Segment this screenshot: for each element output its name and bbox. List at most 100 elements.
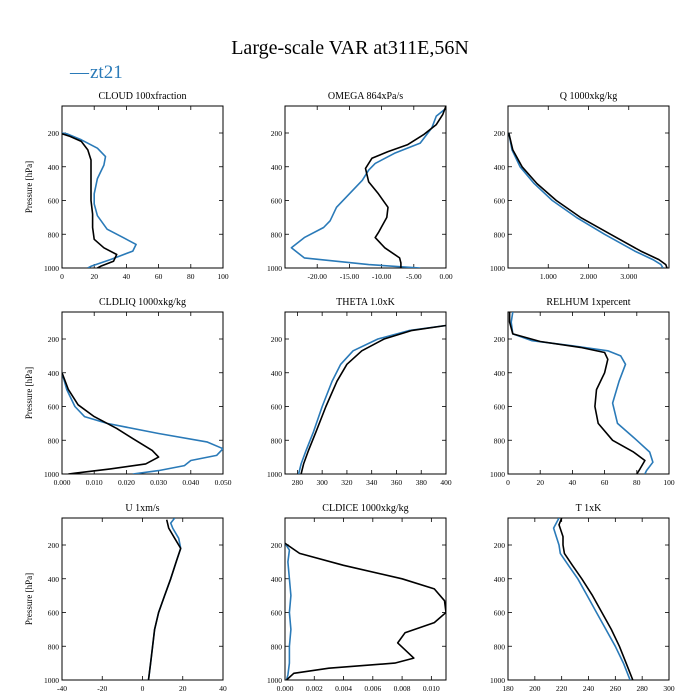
plot-frame — [61, 311, 224, 475]
x-tick-label: 0 — [506, 478, 510, 487]
y-tick-label: 600 — [494, 197, 506, 206]
y-tick-label: 800 — [271, 642, 283, 651]
series-line-2 — [364, 106, 446, 268]
x-tick-label: 2.000 — [580, 272, 597, 281]
x-tick-label: 200 — [529, 684, 541, 693]
y-tick-label: 200 — [494, 541, 506, 550]
panel-title: CLOUD 100xfraction — [98, 91, 186, 102]
y-tick-label: 200 — [48, 541, 60, 550]
x-tick-label: 1.000 — [540, 272, 557, 281]
y-tick-label: 800 — [271, 436, 283, 445]
x-tick-label: -15.00 — [340, 272, 360, 281]
series-line-zt21 — [62, 132, 137, 268]
x-tick-label: 0.010 — [423, 684, 440, 693]
chart-panel-1: CLOUD 100xfraction Pressure [hPa] 200 40 0 60… — [24, 91, 229, 281]
panel-title: RELHUM 1xpercent — [546, 297, 630, 308]
panel-title: THETA 1.0xK — [336, 297, 395, 308]
y-tick-label: 800 — [48, 642, 60, 651]
y-tick-label: 400 — [48, 575, 60, 584]
series-line-2 — [147, 519, 182, 680]
x-tick-label: -20 — [97, 684, 107, 693]
y-axis-label: Pressure [hPa] — [24, 161, 34, 213]
x-tick-label: 20 — [536, 478, 544, 487]
x-tick-label: 0.000 — [54, 478, 71, 487]
plot-frame — [61, 517, 224, 681]
x-tick-label: 380 — [416, 478, 428, 487]
plot-frame — [507, 311, 670, 475]
y-tick-label: 600 — [48, 403, 60, 412]
x-tick-label: 20 — [179, 684, 187, 693]
y-tick-label: 200 — [48, 129, 60, 138]
y-tick-label: 600 — [271, 197, 283, 206]
x-tick-label: 320 — [341, 478, 353, 487]
plot-frame — [284, 105, 447, 269]
plot-frame — [507, 105, 670, 269]
y-tick-label: 600 — [271, 609, 283, 618]
series-line-zt21 — [552, 518, 631, 680]
legend-label: zt21 — [90, 62, 123, 83]
y-tick-label: 200 — [494, 129, 506, 138]
x-tick-label: 0 — [141, 684, 145, 693]
y-tick-label: 200 — [271, 335, 283, 344]
x-tick-label: 0.010 — [86, 478, 103, 487]
y-tick-label: 600 — [494, 403, 506, 412]
x-tick-label: 180 — [502, 684, 514, 693]
y-tick-label: 800 — [494, 230, 506, 239]
y-tick-label: 400 — [494, 369, 506, 378]
x-tick-label: 0.002 — [306, 684, 323, 693]
y-tick-label: 800 — [494, 642, 506, 651]
x-tick-label: 260 — [610, 684, 622, 693]
series-line-2 — [508, 312, 646, 474]
x-tick-label: 360 — [391, 478, 403, 487]
x-tick-label: 20 — [90, 272, 98, 281]
x-tick-label: 0.006 — [364, 684, 381, 693]
y-tick-label: 600 — [271, 403, 283, 412]
y-tick-label: 1000 — [267, 676, 282, 685]
y-tick-label: 400 — [271, 163, 283, 172]
x-tick-label: 0.00 — [439, 272, 452, 281]
series-line-2 — [62, 372, 160, 474]
y-tick-label: 200 — [48, 335, 60, 344]
plot-frame — [284, 517, 447, 681]
x-tick-label: 280 — [637, 684, 649, 693]
panel-title: Q 1000xkg/kg — [560, 91, 618, 102]
x-tick-label: -20.00 — [308, 272, 328, 281]
x-tick-label: 0.050 — [215, 478, 232, 487]
x-tick-label: 240 — [583, 684, 595, 693]
series-line-zt21 — [285, 542, 292, 680]
series-line-2 — [558, 518, 634, 680]
y-tick-label: 800 — [48, 436, 60, 445]
series-line-zt21 — [290, 108, 446, 268]
y-tick-label: 1000 — [44, 264, 59, 273]
chart-panel-2: OMEGA 864xPa/s 200 400 600 800 1000 -20.00 -15.… — [267, 91, 453, 281]
panel-title: CLDLIQ 1000xkg/kg — [99, 297, 186, 308]
y-tick-label: 400 — [494, 163, 506, 172]
x-tick-label: 400 — [440, 478, 452, 487]
y-tick-label: 400 — [48, 369, 60, 378]
series-line-2 — [285, 542, 446, 680]
y-tick-label: 400 — [271, 369, 283, 378]
series-line-zt21 — [508, 132, 664, 268]
x-tick-label: 60 — [155, 272, 163, 281]
y-tick-label: 800 — [48, 230, 60, 239]
chart-panel-5: THETA 1.0xK 200 400 600 800 1000 280 300 320 340 3… — [267, 297, 452, 487]
y-tick-label: 1000 — [267, 470, 282, 479]
x-tick-label: -5.00 — [406, 272, 422, 281]
panel-title: U 1xm/s — [125, 503, 159, 514]
series-line-zt21 — [297, 324, 446, 474]
x-tick-label: 0 — [60, 272, 64, 281]
series-line-zt21 — [62, 372, 223, 474]
y-tick-label: 600 — [48, 609, 60, 618]
x-tick-label: 100 — [663, 478, 675, 487]
chart-panel-4: CLDLIQ 1000xkg/kg Pressure [hPa] 200 400 600… — [24, 297, 232, 487]
panel-title: CLDICE 1000xkg/kg — [322, 503, 408, 514]
x-tick-label: 0.000 — [277, 684, 294, 693]
series-line-2 — [508, 132, 668, 268]
x-tick-label: 80 — [633, 478, 641, 487]
chart-panel-3: Q 1000xkg/kg 200 400 600 800 1000 1.000 2.000 3.… — [490, 91, 670, 281]
figure-title: Large-scale VAR at311E,56N — [231, 37, 469, 59]
x-tick-label: 40 — [123, 272, 131, 281]
y-tick-label: 200 — [271, 541, 283, 550]
